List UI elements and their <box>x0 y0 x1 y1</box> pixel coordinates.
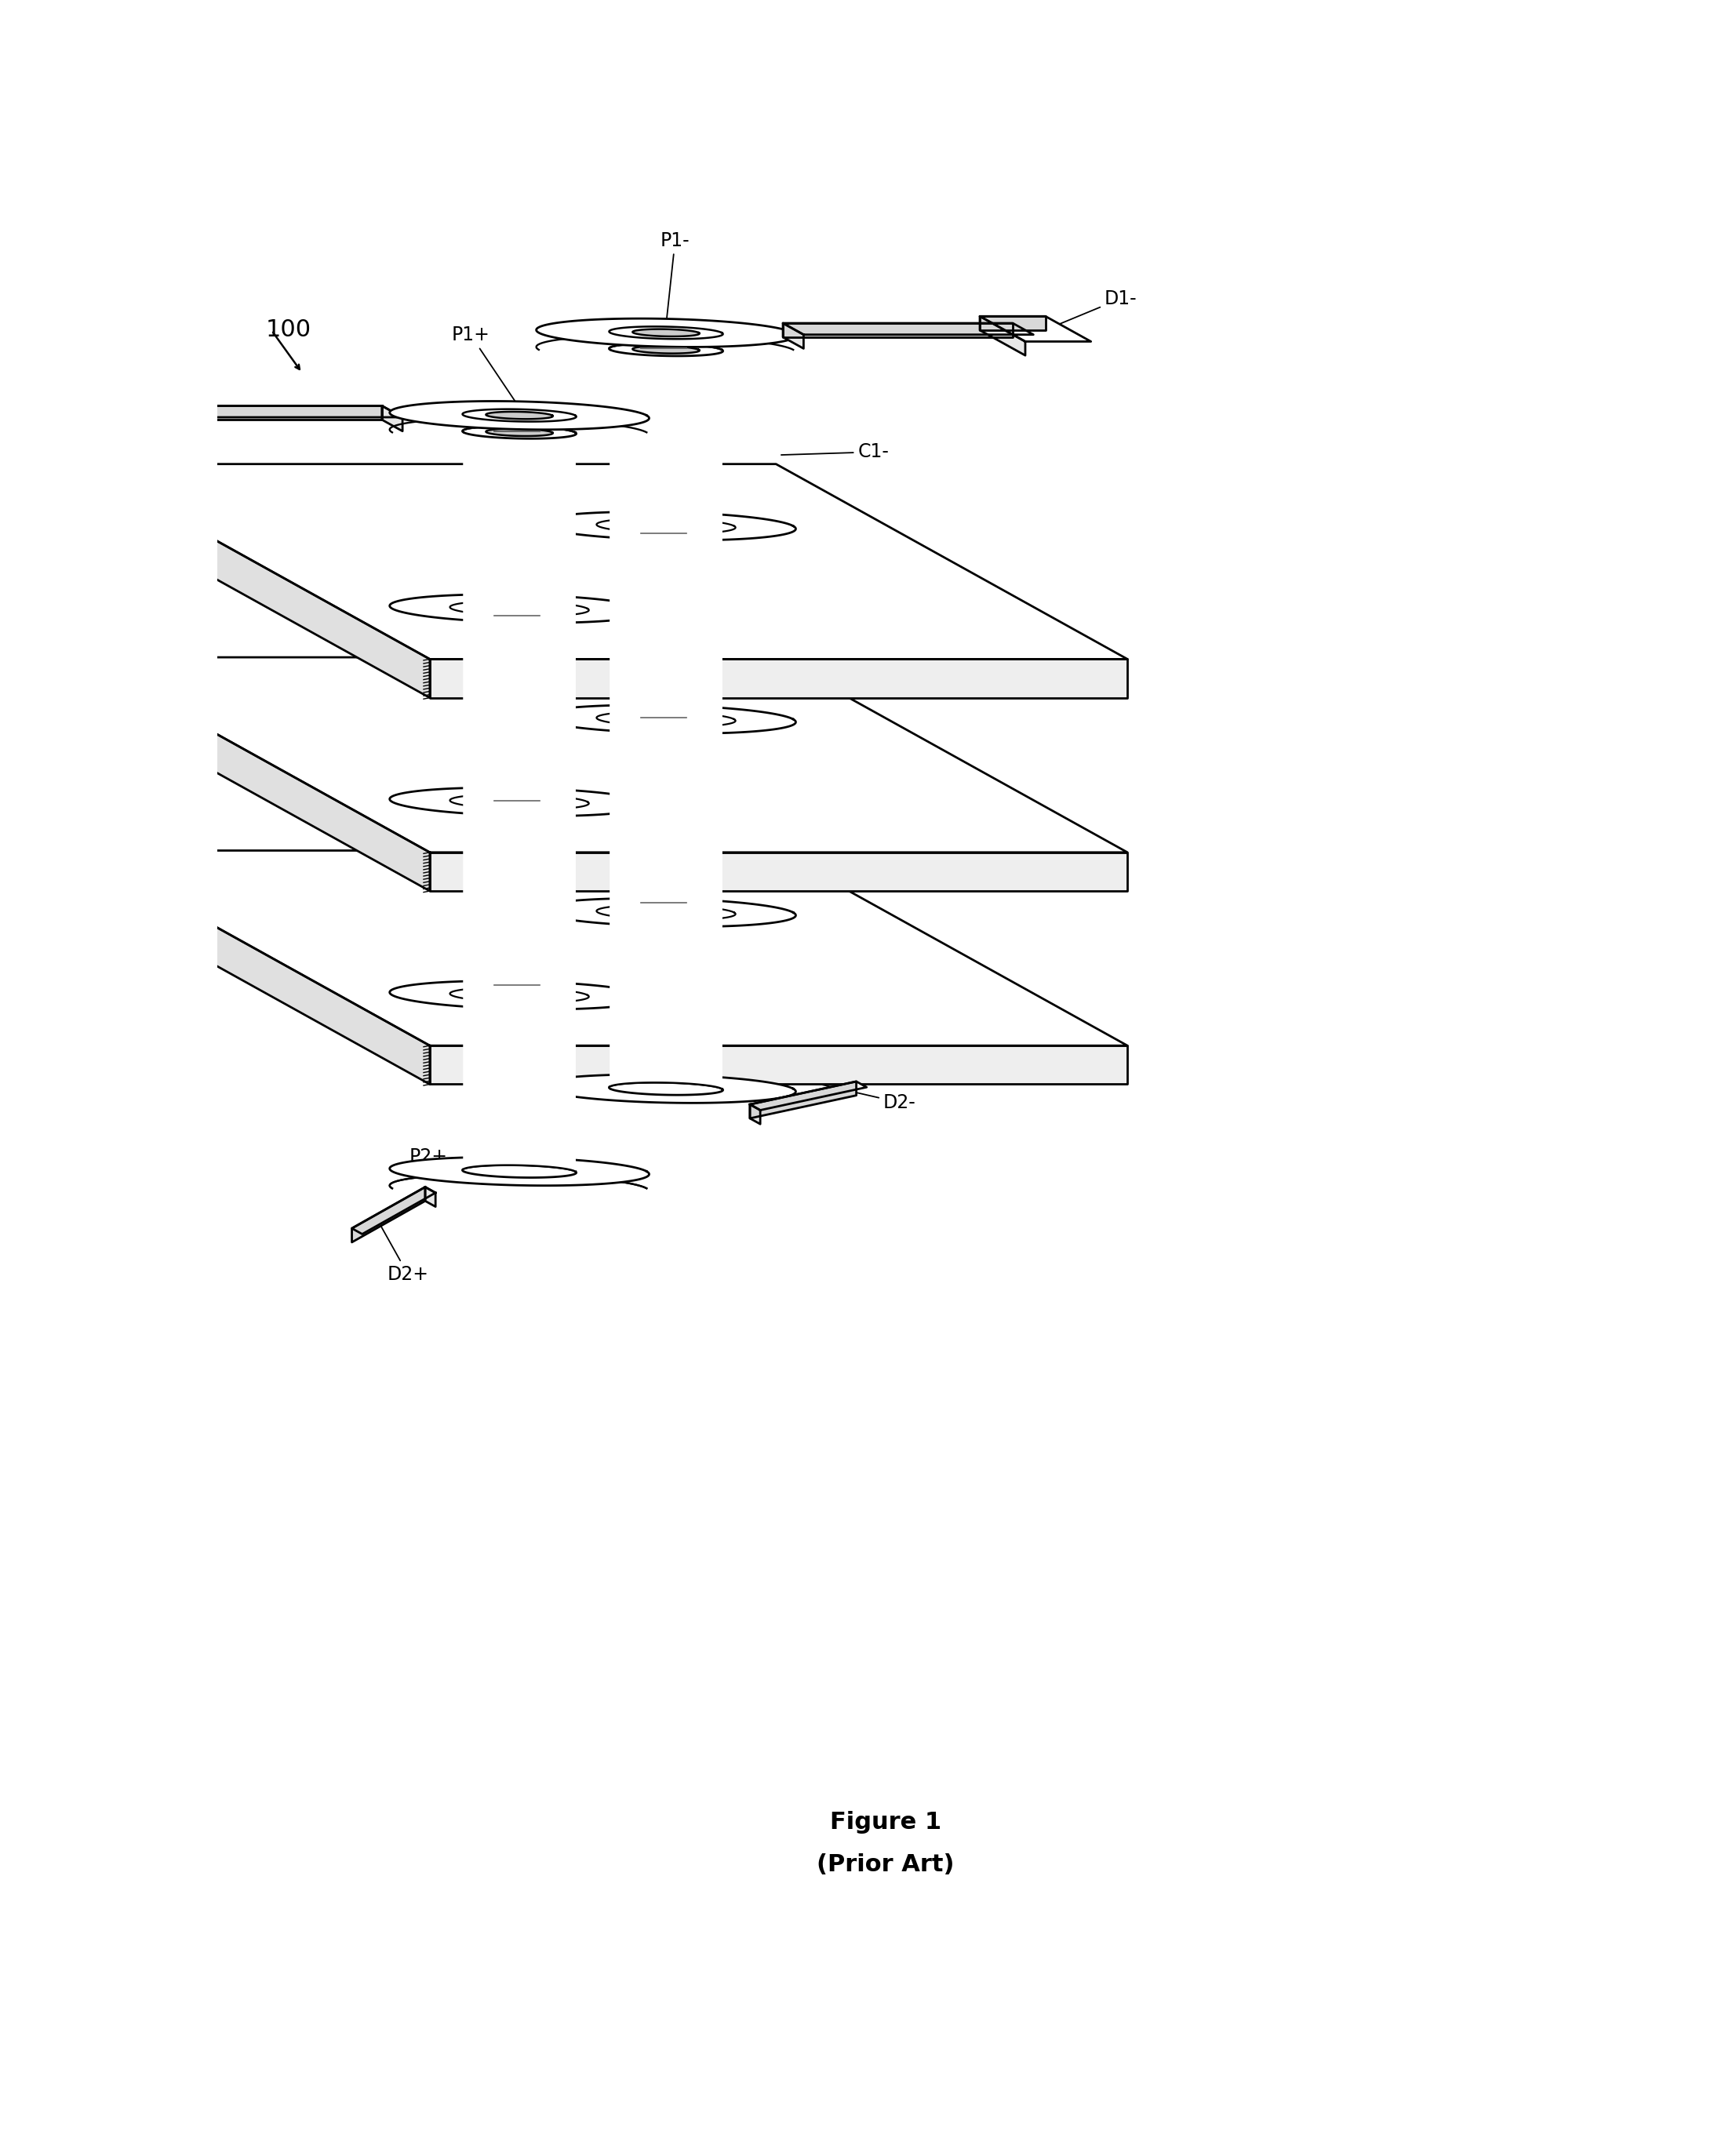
Polygon shape <box>78 658 431 890</box>
Polygon shape <box>389 787 649 817</box>
Polygon shape <box>352 1188 436 1233</box>
Text: D2+: D2+ <box>378 1222 429 1283</box>
Polygon shape <box>609 343 722 356</box>
Text: C2+: C2+ <box>318 858 425 877</box>
Polygon shape <box>153 405 403 418</box>
Text: (Prior Art): (Prior Art) <box>818 1854 955 1876</box>
Polygon shape <box>389 401 649 429</box>
Text: C1-: C1- <box>781 442 889 461</box>
Polygon shape <box>979 317 1090 341</box>
Text: Figure 1: Figure 1 <box>830 1811 941 1833</box>
Polygon shape <box>486 412 552 418</box>
Polygon shape <box>78 464 431 699</box>
Polygon shape <box>783 323 804 349</box>
Text: D1-: D1- <box>1050 289 1137 328</box>
Polygon shape <box>389 981 649 1009</box>
Polygon shape <box>78 849 1127 1046</box>
Text: D2-: D2- <box>823 1084 917 1112</box>
Polygon shape <box>431 660 1127 699</box>
Text: G1: G1 <box>715 824 741 843</box>
Polygon shape <box>450 602 589 617</box>
Polygon shape <box>425 1188 436 1207</box>
Polygon shape <box>78 464 1127 660</box>
Text: P2-: P2- <box>668 1048 760 1087</box>
Text: 100: 100 <box>266 319 311 341</box>
Polygon shape <box>750 1082 866 1110</box>
Polygon shape <box>462 410 576 423</box>
Text: P2+: P2+ <box>410 1147 517 1169</box>
Text: P1+: P1+ <box>451 326 517 405</box>
Polygon shape <box>160 399 205 438</box>
Polygon shape <box>979 317 1026 356</box>
Polygon shape <box>78 658 1127 852</box>
Polygon shape <box>597 906 736 921</box>
Polygon shape <box>389 1158 646 1188</box>
Polygon shape <box>94 399 205 425</box>
Text: C1+: C1+ <box>318 668 425 686</box>
Polygon shape <box>536 705 795 733</box>
Polygon shape <box>783 323 1033 334</box>
Polygon shape <box>462 427 575 1171</box>
Text: P1-: P1- <box>660 231 689 323</box>
Polygon shape <box>597 711 736 727</box>
Text: DP+: DP+ <box>384 686 486 705</box>
Text: DP-: DP- <box>571 591 634 617</box>
Polygon shape <box>94 399 160 412</box>
Polygon shape <box>536 511 795 541</box>
Text: G2: G2 <box>715 1018 741 1037</box>
Polygon shape <box>382 405 403 431</box>
Polygon shape <box>609 1082 722 1095</box>
Polygon shape <box>632 347 700 354</box>
Polygon shape <box>462 1164 576 1177</box>
Text: C2-: C2- <box>781 636 889 655</box>
Polygon shape <box>750 1082 856 1119</box>
Polygon shape <box>536 319 793 349</box>
Polygon shape <box>389 401 646 433</box>
Polygon shape <box>609 343 722 349</box>
Polygon shape <box>979 317 1045 330</box>
Polygon shape <box>352 1188 425 1242</box>
Polygon shape <box>536 319 795 347</box>
Polygon shape <box>486 429 552 436</box>
Polygon shape <box>750 1104 760 1123</box>
Polygon shape <box>450 987 589 1003</box>
Polygon shape <box>78 849 431 1084</box>
Polygon shape <box>536 1074 793 1106</box>
Text: T1-: T1- <box>700 776 792 804</box>
Polygon shape <box>462 427 576 438</box>
Polygon shape <box>536 1074 795 1104</box>
Polygon shape <box>153 405 382 420</box>
Polygon shape <box>783 323 1012 336</box>
Polygon shape <box>609 326 722 338</box>
Polygon shape <box>431 852 1127 890</box>
Polygon shape <box>431 1046 1127 1084</box>
Text: T1+: T1+ <box>535 912 583 962</box>
Polygon shape <box>389 595 649 623</box>
Polygon shape <box>609 343 722 1089</box>
Polygon shape <box>536 899 795 927</box>
Polygon shape <box>632 330 700 336</box>
Polygon shape <box>462 427 575 433</box>
Polygon shape <box>389 1158 649 1186</box>
Polygon shape <box>597 517 736 535</box>
Polygon shape <box>450 793 589 808</box>
